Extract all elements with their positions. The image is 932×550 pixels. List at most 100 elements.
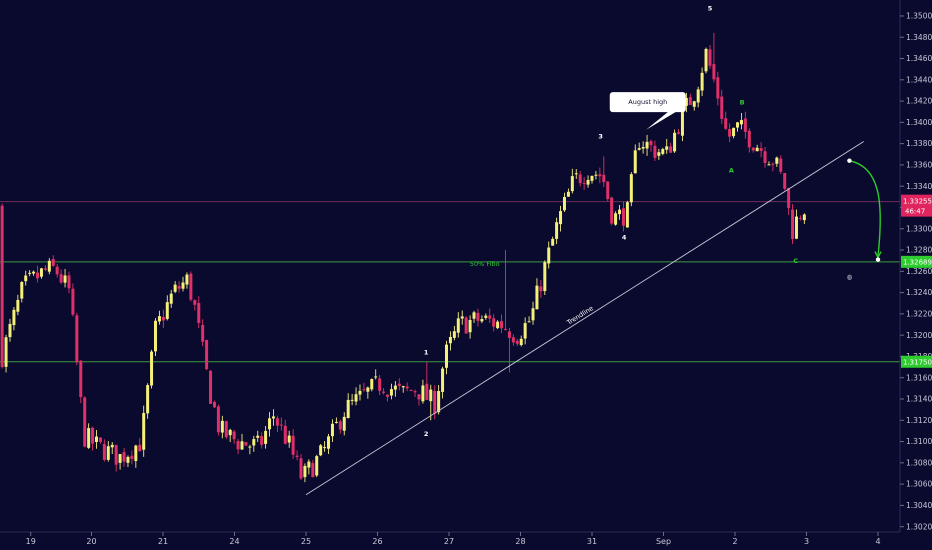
candle-body (291, 435, 295, 455)
trendline-layer[interactable] (305, 141, 882, 496)
candle-body (598, 174, 602, 177)
price-badges: 1.32689 1.31750 1.33255 46:47 (901, 194, 932, 368)
candle-body (645, 141, 649, 149)
candle-body (460, 316, 464, 319)
candle-body (370, 379, 374, 390)
wave-label: 4 (622, 233, 627, 241)
candle-body (63, 275, 67, 283)
candle-body (169, 293, 173, 304)
projection-arrow (849, 159, 881, 256)
candle-body (36, 272, 40, 279)
candle-body (562, 196, 566, 211)
y-tick-label: 1.34800 (906, 33, 932, 42)
candle-body (354, 394, 358, 402)
candle-body (649, 140, 653, 146)
candle-body (16, 299, 20, 312)
x-tick-label: 3 (804, 537, 809, 546)
candle-body (185, 274, 189, 285)
candle-body (791, 209, 795, 240)
candle-body (574, 173, 578, 175)
y-tick-label: 1.34600 (906, 54, 932, 63)
candle-body (138, 444, 142, 452)
candle-body (614, 213, 618, 225)
candle-body (543, 262, 547, 292)
y-tick-label: 1.31000 (906, 437, 932, 446)
candle-body (205, 340, 209, 370)
candle-body (429, 389, 433, 402)
candle-body (142, 413, 146, 450)
candle-body (330, 423, 334, 437)
candle-body (397, 383, 401, 386)
candle-body (444, 344, 448, 368)
x-tick-label: 26 (372, 537, 382, 546)
x-tick-label: 2 (732, 537, 737, 546)
candle-body (732, 127, 736, 137)
candle-body (209, 370, 213, 404)
candle-body (594, 174, 598, 176)
y-tick-label: 1.33400 (906, 182, 932, 191)
candle-body (480, 319, 484, 322)
candle-body (110, 444, 114, 448)
candle-body (98, 437, 102, 442)
candle-body (201, 324, 205, 342)
horizontal-levels (0, 201, 900, 363)
candle-body (224, 421, 228, 438)
y-tick-label: 1.30600 (906, 480, 932, 489)
x-tick-label: Sep (656, 537, 671, 546)
candle-body (531, 308, 535, 321)
candle-body (700, 72, 704, 91)
candle-body (413, 391, 417, 393)
candle-body (448, 336, 452, 344)
candle-body (130, 455, 134, 459)
abc-label: B (740, 98, 745, 106)
candle-body (106, 446, 110, 460)
candle-body (441, 368, 445, 392)
y-tick-label: 1.31600 (906, 373, 932, 382)
candle-body (472, 312, 476, 319)
candle-body (653, 145, 657, 158)
candle-body (500, 321, 504, 329)
candle-body (189, 273, 193, 300)
candle-body (680, 106, 684, 136)
candle-body (95, 436, 99, 442)
candle-body (767, 164, 771, 166)
candle-body (20, 282, 24, 299)
candle-body (602, 174, 606, 183)
y-tick-label: 1.32800 (906, 246, 932, 255)
time-axis[interactable]: 19 20 21 24 25 26 27 28 31 Sep 2 3 4 (26, 532, 881, 546)
candle-body (303, 465, 307, 478)
candle-body (637, 148, 641, 150)
candle-body (421, 385, 425, 402)
y-tick-label: 1.34000 (906, 118, 932, 127)
candle-body (91, 427, 95, 444)
candle-body (264, 430, 268, 444)
candle-body (503, 328, 507, 330)
candle-body (759, 148, 763, 152)
wave-label: 5 (708, 5, 713, 13)
candle-body (165, 302, 169, 319)
candle-body (484, 315, 488, 318)
candle-body (161, 316, 165, 321)
candle-body (570, 176, 574, 192)
candle-body (287, 435, 291, 443)
candle-body (220, 420, 224, 433)
wave-label: 3 (598, 132, 603, 140)
candle-body (755, 147, 759, 152)
candle-body (751, 147, 755, 151)
candle-body (8, 323, 12, 338)
candle-body (673, 132, 677, 152)
candle-body (374, 376, 378, 378)
candle-body (539, 286, 543, 292)
candle-body (173, 284, 177, 292)
candle-body (232, 431, 236, 440)
projection-end-dot (875, 257, 881, 262)
candle-body (728, 129, 732, 137)
candle-body (739, 120, 743, 125)
candle-body (696, 89, 700, 103)
candle-body (39, 268, 43, 277)
candle-body (610, 197, 614, 224)
candle-body (228, 429, 232, 436)
candle-body (4, 337, 8, 367)
candle-body (476, 312, 480, 321)
